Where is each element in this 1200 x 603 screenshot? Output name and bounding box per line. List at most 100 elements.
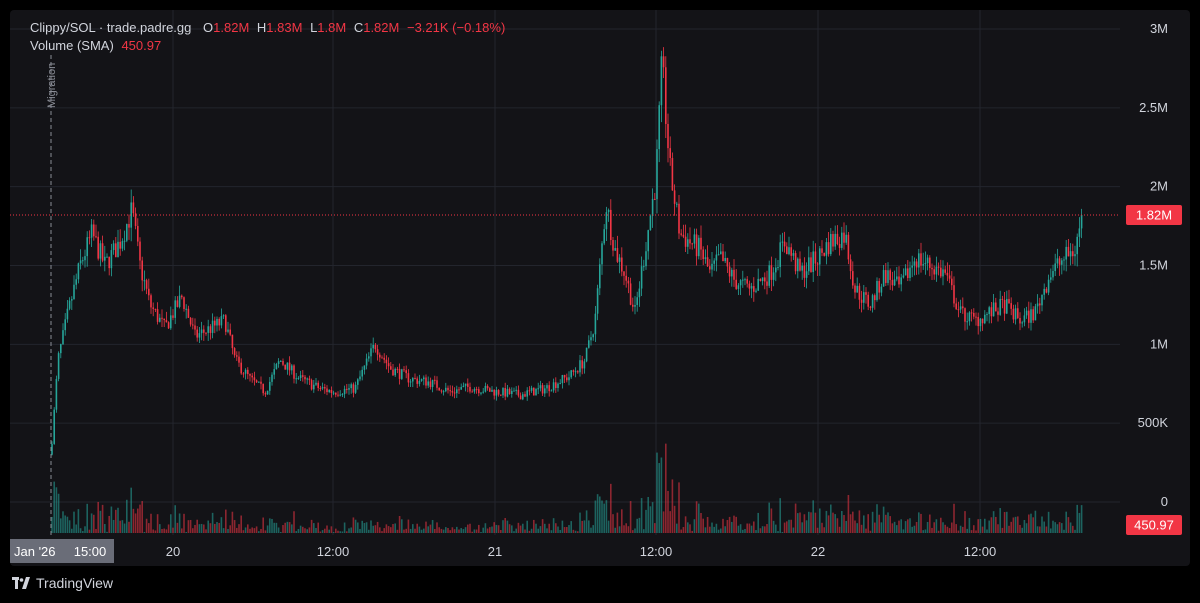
candle-body bbox=[988, 307, 990, 315]
volume-bar bbox=[682, 527, 685, 533]
candle-body bbox=[770, 265, 773, 280]
volume-bar bbox=[218, 522, 220, 533]
volume-bar bbox=[871, 511, 874, 533]
candle-body bbox=[605, 212, 608, 230]
volume-bar bbox=[913, 525, 916, 533]
volume-bar bbox=[557, 526, 559, 533]
candle-body bbox=[1054, 263, 1056, 272]
candle-body bbox=[634, 304, 636, 307]
candle-body bbox=[548, 385, 550, 392]
candle-body bbox=[478, 389, 480, 394]
candle-body bbox=[1047, 279, 1050, 293]
volume-bar bbox=[273, 522, 275, 533]
volume-bar bbox=[464, 527, 467, 533]
volume-bar bbox=[302, 526, 304, 533]
volume-bar bbox=[768, 502, 770, 533]
candle-body bbox=[126, 224, 128, 241]
candle-body bbox=[618, 257, 621, 262]
volume-bar bbox=[445, 527, 447, 533]
candle-body bbox=[471, 391, 473, 393]
volume-bar bbox=[997, 524, 999, 533]
candle-body bbox=[797, 258, 799, 272]
candle-body bbox=[658, 105, 660, 150]
volume-bar bbox=[715, 523, 718, 533]
candle-body bbox=[68, 300, 71, 309]
volume-bar bbox=[352, 517, 355, 533]
candle-body bbox=[236, 355, 238, 357]
volume-bar bbox=[981, 526, 984, 533]
volume-bar bbox=[904, 521, 907, 533]
candle-body bbox=[557, 383, 559, 388]
candle-body bbox=[398, 369, 401, 379]
volume-bar bbox=[528, 530, 531, 533]
volume-bar bbox=[779, 498, 781, 533]
volume-bar bbox=[478, 524, 480, 533]
volume-bar bbox=[651, 502, 654, 533]
volume-bar bbox=[456, 526, 458, 533]
volume-bar bbox=[271, 518, 273, 533]
tradingview-branding[interactable]: TradingView bbox=[12, 575, 113, 591]
volume-bar bbox=[321, 530, 324, 533]
volume-bar bbox=[893, 521, 896, 533]
chart-panel[interactable]: Migration 3M 2.5M 2M 1.5M 1M 500K 0 1.82M 450.97… bbox=[10, 10, 1190, 566]
candle-body bbox=[843, 232, 845, 243]
candle-body bbox=[720, 251, 722, 255]
volume-bar bbox=[845, 520, 847, 533]
volume-bar bbox=[757, 512, 759, 533]
volume-bar bbox=[988, 520, 990, 533]
volume-bar bbox=[519, 525, 522, 533]
candle-body bbox=[627, 280, 630, 284]
volume-bar bbox=[1072, 525, 1074, 533]
candle-body bbox=[266, 390, 269, 395]
candle-body bbox=[1061, 260, 1063, 265]
volume-bar bbox=[269, 518, 271, 533]
volume-bar bbox=[335, 528, 337, 533]
candle-body bbox=[392, 369, 394, 376]
volume-bar bbox=[632, 530, 634, 533]
candle-body bbox=[150, 295, 152, 308]
volume-bar bbox=[88, 529, 91, 533]
volume-bar bbox=[882, 506, 885, 533]
price-chart[interactable]: Migration 3M 2.5M 2M 1.5M 1M 500K 0 1.82M 450.97… bbox=[10, 10, 1190, 566]
candle-body bbox=[339, 394, 341, 396]
candle-body bbox=[922, 264, 924, 266]
candle-body bbox=[275, 364, 278, 370]
candle-body bbox=[821, 248, 823, 253]
candle-body bbox=[511, 390, 513, 394]
volume-bar bbox=[706, 516, 709, 533]
candle-body bbox=[992, 302, 995, 317]
volume-bar bbox=[1047, 511, 1050, 533]
candle-body bbox=[687, 239, 689, 247]
volume-bar bbox=[341, 531, 344, 533]
volume-bar bbox=[236, 527, 238, 533]
candle-body bbox=[282, 360, 284, 365]
volume-bar bbox=[328, 529, 330, 533]
candle-body bbox=[423, 377, 425, 380]
volume-bar bbox=[880, 522, 883, 533]
candle-body bbox=[568, 377, 570, 381]
candle-body bbox=[1034, 306, 1037, 321]
candle-body bbox=[491, 389, 493, 392]
volume-bar bbox=[460, 528, 462, 533]
price-axis[interactable]: 3M 2.5M 2M 1.5M 1M 500K 0 1.82M 450.97 bbox=[1126, 21, 1182, 535]
volume-bar bbox=[242, 530, 245, 533]
candle-body bbox=[493, 389, 495, 396]
candle-body bbox=[561, 375, 564, 384]
volume-bar bbox=[546, 528, 548, 533]
volume-bar bbox=[1041, 516, 1043, 533]
candle-body bbox=[700, 237, 702, 250]
candle-body bbox=[438, 387, 440, 391]
volume-bar bbox=[1019, 524, 1021, 533]
volume-bar bbox=[662, 511, 665, 533]
candle-body bbox=[440, 390, 443, 392]
volume-bar bbox=[167, 524, 170, 533]
candle-body bbox=[431, 379, 434, 388]
candle-body bbox=[731, 269, 733, 277]
volume-bar bbox=[533, 519, 535, 533]
candle-body bbox=[874, 295, 876, 301]
candle-body bbox=[1019, 317, 1021, 324]
volume-bar bbox=[891, 523, 894, 533]
volume-bar bbox=[907, 519, 909, 533]
volume-bar bbox=[264, 530, 267, 533]
